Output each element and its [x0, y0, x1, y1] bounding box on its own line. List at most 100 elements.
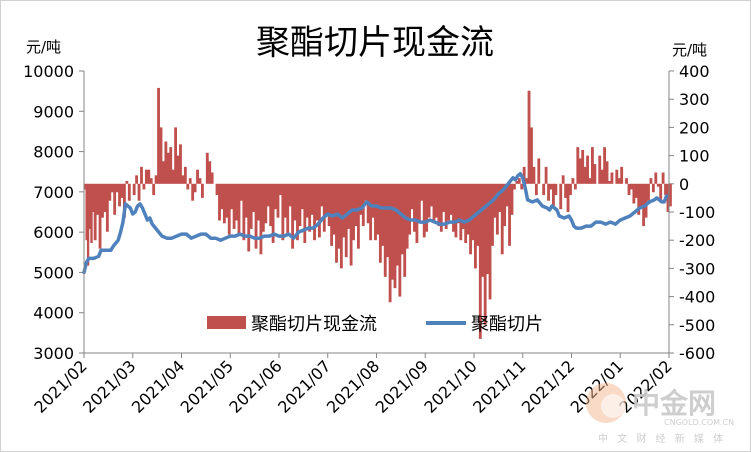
left-axis-ticks: 10000 9000 8000 7000 6000 5000 4000 3000 [23, 62, 84, 363]
watermark-coin-inner-icon [601, 394, 625, 418]
cashflow-bar [376, 183, 380, 235]
cashflow-bar [634, 183, 638, 198]
cashflow-bar [85, 183, 88, 241]
right-tick-label: 0 [679, 175, 689, 194]
cashflow-bar [101, 183, 104, 218]
cashflow-bar [347, 183, 351, 229]
cashflow-bar [342, 183, 346, 238]
cashflow-bar [625, 178, 628, 184]
cashflow-bar [313, 183, 316, 241]
cashflow-bar [576, 147, 580, 184]
cashflow-bar [522, 166, 526, 184]
price-line [82, 171, 669, 275]
right-tick-label: -500 [679, 316, 715, 335]
cashflow-bar [125, 180, 129, 184]
legend: 聚酯切片现金流 聚酯切片 [207, 314, 543, 335]
cashflow-bar [132, 183, 136, 196]
cashflow-bar [396, 183, 399, 266]
cashflow-bar [305, 183, 309, 218]
cashflow-bar [98, 183, 102, 249]
cashflow-bar [488, 183, 492, 300]
cashflow-bar [218, 183, 221, 221]
cashflow-bar [422, 183, 426, 238]
cashflow-bar [403, 183, 407, 277]
cashflow-bar [257, 183, 260, 221]
cashflow-bar [93, 183, 97, 241]
cashflow-bar [420, 183, 424, 201]
cashflow-bar [459, 183, 463, 241]
cashflow-bar [508, 183, 511, 246]
left-tick-label: 4000 [33, 304, 74, 323]
cashflow-bar [108, 183, 112, 201]
cashflow-bar [435, 183, 438, 218]
cashflow-bar [90, 183, 93, 244]
cashflow-bar [466, 183, 470, 235]
cashflow-bar [193, 183, 197, 193]
cashflow-bar [149, 178, 153, 184]
cashflow-bar [86, 183, 90, 266]
cashflow-bar [127, 183, 131, 201]
cashflow-bar [427, 183, 431, 218]
right-tick-label: 400 [679, 62, 710, 81]
cashflow-bar [103, 183, 107, 212]
cashflow-bar [92, 183, 95, 212]
left-tick-label: 3000 [33, 344, 74, 363]
cashflow-bar [603, 147, 607, 184]
price-line-series [82, 171, 669, 275]
cashflow-bar [84, 183, 86, 190]
cashflow-bar [252, 183, 256, 212]
cashflow-bar [201, 183, 204, 198]
cashflow-bar [183, 166, 187, 184]
cashflow-bar [283, 183, 287, 218]
cashflow-bar [169, 147, 173, 184]
cashflow-bar [293, 183, 297, 221]
cashflow-bar [583, 166, 587, 184]
cashflow-bar [357, 183, 360, 249]
cashflow-bar [588, 178, 592, 184]
cashflow-bar [566, 183, 570, 212]
cashflow-bar [110, 183, 114, 193]
cashflow-bar [432, 183, 436, 224]
cashflow-bar [303, 183, 307, 244]
cashflow-bar [247, 183, 251, 252]
cashflow-bar [447, 183, 451, 221]
cashflow-bar [632, 183, 636, 204]
cashflow-bar [96, 183, 100, 215]
cashflow-bar [669, 183, 672, 207]
cashflow-bar [637, 183, 641, 215]
cashflow-bar [639, 183, 643, 207]
cashflow-bar [266, 183, 270, 207]
cashflow-bar [620, 166, 624, 184]
cashflow-bar [647, 183, 650, 201]
cashflow-bar [205, 152, 209, 184]
cashflow-bar [232, 183, 236, 229]
cashflow-bar [276, 183, 280, 218]
cashflow-bar [542, 183, 546, 196]
cashflow-bar [354, 183, 358, 227]
legend-swatch-cashflow [207, 316, 246, 329]
cashflow-bar [498, 183, 502, 212]
cashflow-bar [291, 183, 295, 249]
cashflow-area-series [84, 87, 672, 339]
cashflow-bar [327, 183, 331, 227]
cashflow-bar [325, 183, 329, 215]
right-axis-ticks: 400 300 200 100 0 -100 -200 -300 -400 -500 -600 [669, 62, 715, 363]
cashflow-bar [442, 183, 446, 212]
cashflow-bar [210, 172, 214, 184]
cashflow-bar [649, 178, 653, 184]
cashflow-bar [437, 183, 441, 227]
cashflow-bar [115, 183, 119, 193]
right-tick-label: -100 [679, 203, 715, 222]
cashflow-bar [378, 183, 382, 263]
cashflow-bar [269, 183, 273, 227]
cashflow-bar [225, 183, 229, 218]
cashflow-bar [532, 166, 536, 184]
cashflow-bar [208, 161, 212, 184]
cashflow-bar [454, 183, 458, 238]
cashflow-bar [486, 183, 490, 275]
cashflow-bar [530, 127, 533, 184]
cashflow-bar [254, 183, 258, 249]
cashflow-bar [534, 183, 538, 196]
cashflow-bar [483, 183, 487, 325]
